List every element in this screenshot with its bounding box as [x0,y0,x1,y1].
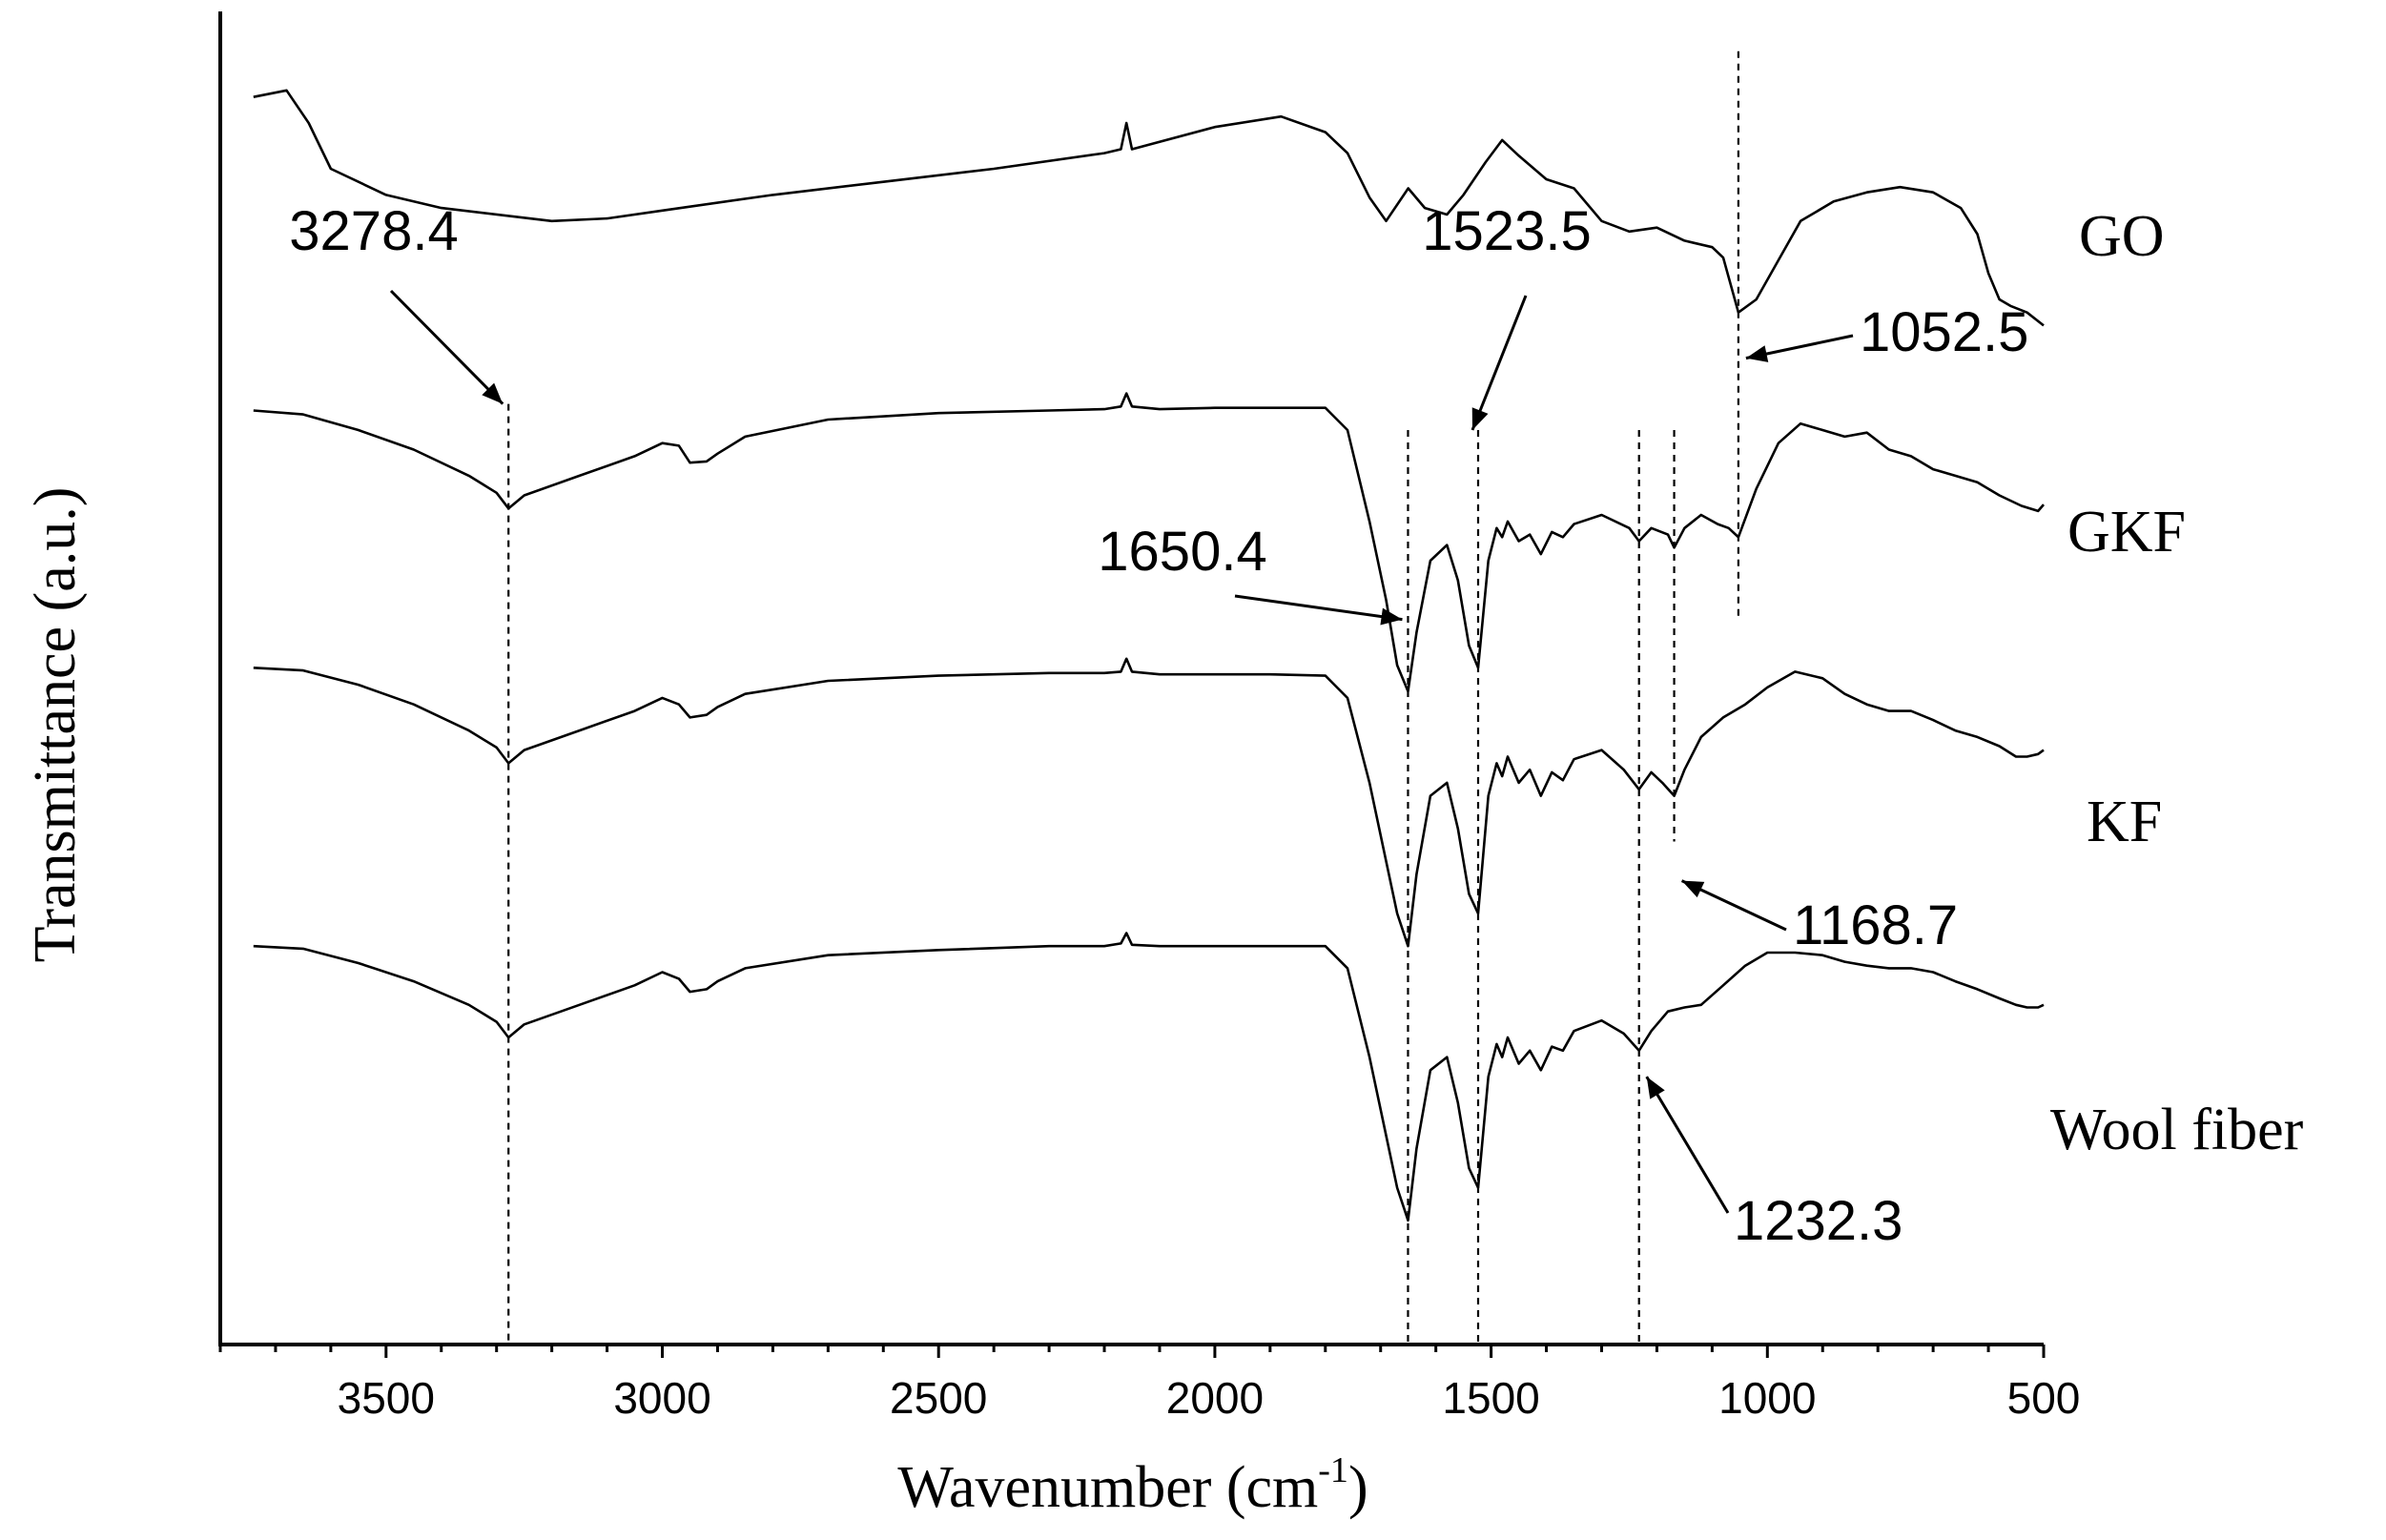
guide-lines [507,51,1739,1345]
x-tick-label: 3500 [338,1373,435,1423]
annotation-arrow-1650.4 [1234,594,1403,622]
annotation-3278.4: 3278.4 [289,200,458,262]
spectrum-go [253,89,2045,327]
annotation-arrowhead-1650.4 [1380,607,1403,626]
x-tick-label: 1000 [1718,1373,1816,1423]
x-axis-title: Wavenumber (cm-1) [897,1450,1368,1520]
spectrum-gkf [253,392,2045,693]
spectrum-wool-fiber [253,932,2045,1222]
annotation-1168.7: 1168.7 [1793,894,1958,956]
annotation-1052.5: 1052.5 [1860,301,2028,363]
series-label-kf: KF [2087,790,2162,854]
x-ticks: 3500 3000 2500 2000 1500 1000 500 [218,1345,2081,1423]
axes [218,11,2044,1346]
spectrum-kf [253,657,2045,948]
series-label-go: GO [2079,204,2165,269]
series-label-wool-fiber: Wool fiber [2050,1098,2304,1162]
x-tick-label: 2500 [890,1373,987,1423]
axis-titles: Wavenumber (cm-1) Transmittance (a.u.) [23,487,1368,1520]
x-tick-label: 2000 [1166,1373,1264,1423]
annotation-arrow-3278.4 [389,289,504,405]
annotation-arrowhead-3278.4 [482,382,504,404]
annotation-arrow-1523.5 [1471,295,1528,431]
spectra: GO GKF KF Wool fiber [253,89,2304,1222]
series-label-gkf: GKF [2067,500,2186,565]
annotation-arrowhead-1523.5 [1471,407,1489,430]
annotation-1650.4: 1650.4 [1098,521,1266,583]
peak-annotations: 3278.4 1523.5 1052.5 1650.4 1168.7 1232.3 [289,200,2028,1252]
annotation-arrowhead-1168.7 [1681,880,1705,898]
y-axis-title: Transmittance (a.u.) [23,487,88,963]
x-tick-label: 3000 [613,1373,710,1423]
annotation-1232.3: 1232.3 [1734,1190,1903,1252]
annotation-arrowhead-1052.5 [1745,345,1769,362]
annotation-arrow-1232.3 [1645,1076,1730,1214]
x-tick-label: 1500 [1442,1373,1539,1423]
annotation-arrowhead-1232.3 [1646,1077,1665,1099]
annotation-1523.5: 1523.5 [1422,200,1591,262]
x-tick-label: 500 [2007,1373,2081,1423]
